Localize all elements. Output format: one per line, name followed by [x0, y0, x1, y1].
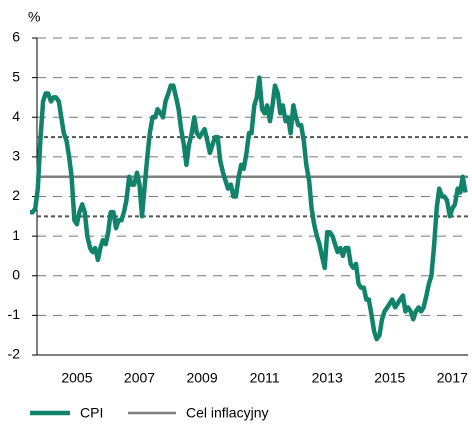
y-tick-label: 5 [12, 68, 20, 84]
y-tick-label: -1 [8, 306, 21, 322]
x-tick-label: 2009 [186, 370, 217, 386]
y-tick-label: 3 [12, 148, 20, 164]
x-tick-label: 2007 [124, 370, 155, 386]
y-tick-label: 6 [12, 29, 20, 45]
y-tick-label: 1 [12, 227, 20, 243]
y-tick-label: -2 [8, 346, 21, 362]
legend-label: CPI [80, 405, 103, 421]
y-unit: % [28, 9, 40, 25]
y-tick-label: 0 [12, 266, 20, 282]
y-tick-label: 2 [12, 187, 20, 203]
x-tick-label: 2011 [250, 370, 280, 386]
x-tick-label: 2013 [312, 370, 343, 386]
x-tick-label: 2017 [437, 370, 468, 386]
y-tick-label: 4 [12, 108, 20, 124]
x-tick-label: 2015 [374, 370, 405, 386]
x-tick-label: 2005 [61, 370, 92, 386]
cpi-line [30, 75, 468, 342]
legend-label: Cel inflacyjny [186, 405, 268, 421]
